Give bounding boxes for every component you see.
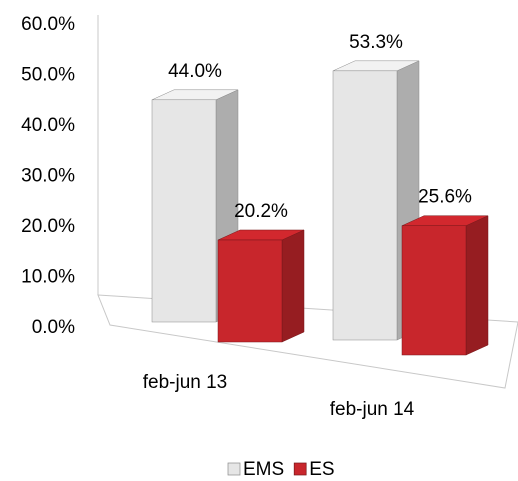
legend-swatch (227, 462, 241, 476)
y-tick-label: 10.0% (21, 267, 75, 288)
value-label: 53.3% (349, 32, 403, 53)
bar (151, 99, 217, 323)
bar-side (465, 215, 489, 356)
value-label: 20.2% (234, 201, 288, 222)
bar-side (281, 229, 305, 343)
y-tick-label: 20.0% (21, 216, 75, 237)
y-tick-label: 60.0% (21, 14, 75, 35)
bar (217, 239, 283, 343)
y-tick-label: 30.0% (21, 166, 75, 187)
y-tick-label: 40.0% (21, 115, 75, 136)
legend-label: ES (309, 459, 334, 480)
legend-label: EMS (243, 459, 284, 480)
bar (401, 225, 467, 356)
y-tick-label: 0.0% (32, 317, 75, 338)
x-tick-label: feb-jun 13 (143, 372, 228, 393)
value-label: 44.0% (168, 61, 222, 82)
x-tick-label: feb-jun 14 (330, 399, 415, 420)
y-tick-label: 50.0% (21, 65, 75, 86)
value-label: 25.6% (418, 187, 472, 208)
bar (332, 70, 398, 341)
legend-swatch (293, 462, 307, 476)
